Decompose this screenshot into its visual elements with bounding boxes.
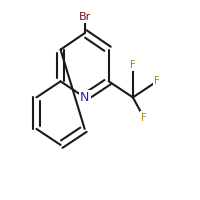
Text: N: N xyxy=(80,91,89,104)
Text: F: F xyxy=(130,60,136,70)
Text: Br: Br xyxy=(79,12,91,22)
Text: F: F xyxy=(154,76,160,86)
Text: F: F xyxy=(141,113,147,123)
